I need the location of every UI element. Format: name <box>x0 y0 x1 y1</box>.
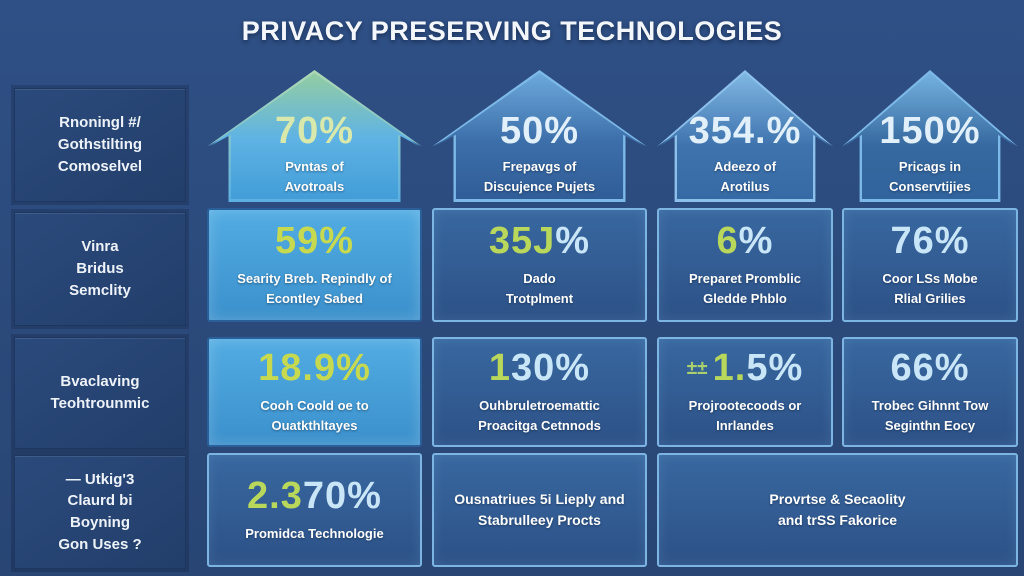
stat-label: Ouhbruletroemattic Proacitga Cetnnods <box>478 398 601 433</box>
stat-value-accent: 59% <box>274 220 355 262</box>
stat-label: Searity Breb. Repindly of Econtley Sabed <box>237 271 392 306</box>
arrow-fill: 50% Frepavgs of Discujence Pujets <box>435 73 644 199</box>
stat-value-main: 70% <box>274 110 355 152</box>
stat-card: 76% Coor LSs Mobe Rlial Grilies <box>842 208 1018 322</box>
stat-value: 59% <box>275 222 354 260</box>
stat-card: 59% Searity Breb. Repindly of Econtley S… <box>207 208 422 322</box>
stat-value: 50% <box>500 112 579 150</box>
plus-minus-marks-icon: ±± <box>686 357 708 379</box>
stat-value-accent: 1. <box>712 347 747 389</box>
stat-label: Cooh Coold oe to Ouatkthltayes <box>260 398 369 433</box>
row-label-1: Rnoningl #/ Gothstilting Comoselvel <box>14 88 186 202</box>
stat-value: 1 30% <box>489 349 590 387</box>
stat-label: Promidca Technologie <box>245 525 384 541</box>
stat-card: 35J% Dado Trotplment <box>432 208 647 322</box>
stat-label: Pricags in Conservtijies <box>889 159 971 194</box>
stat-value: 6% <box>717 222 774 260</box>
arrow-stat-card: 150% Pricags in Conservtijies <box>842 70 1018 202</box>
row-label-4: — Utkig'3 Claurd bi Boyning Gon Uses ? <box>14 455 186 569</box>
stat-value: 2.3 70% <box>247 477 382 515</box>
stat-value-main: 150% <box>879 110 981 152</box>
stat-value: 70% <box>275 112 354 150</box>
stat-label: Frepavgs of Discujence Pujets <box>483 159 596 194</box>
stat-card: 6% Preparet Promblic Gledde Phblo <box>657 208 833 322</box>
arrow-stat-card: 70% Pvntas of Avotroals <box>207 70 422 202</box>
card-text: Ousnatriues 5i Lieply and Stabrulleey Pr… <box>454 491 625 528</box>
stat-label: Preparet Promblic Gledde Phblo <box>689 271 801 306</box>
stat-label: Adeezo of Arotilus <box>713 159 777 194</box>
page-title: PRIVACY PRESERVING TECHNOLOGIES <box>241 16 783 46</box>
stat-value-main: 354.% <box>688 110 802 152</box>
stat-value-accent: 1 <box>488 347 512 389</box>
stat-value-main: % <box>738 220 774 262</box>
stat-value: 18.9% <box>258 349 371 387</box>
arrow-stat-card: 354.% Adeezo of Arotilus <box>657 70 833 202</box>
stat-card: 66% Trobec Gihnnt Tow Seginthn Eocy <box>842 337 1018 447</box>
arrow-fill: 150% Pricags in Conservtijies <box>845 73 1015 199</box>
arrow-stat-card: 50% Frepavgs of Discujence Pujets <box>432 70 647 202</box>
row-label-3: Bvaclaving Teohtrounmic <box>14 337 186 449</box>
stat-label: Projrootecoods or Inrlandes <box>688 398 802 433</box>
stat-value-accent: 2.3 <box>247 474 303 517</box>
text-card: Ousnatriues 5i Lieply and Stabrulleey Pr… <box>432 453 647 567</box>
stat-card: ±± 1. 5% Projrootecoods or Inrlandes <box>657 337 833 447</box>
stat-value-main: 66% <box>890 347 970 389</box>
stat-label: Trobec Gihnnt Tow Seginthn Eocy <box>871 398 989 433</box>
stat-value: 354.% <box>689 112 802 150</box>
stat-value: 150% <box>879 112 980 150</box>
stat-value-accent: 35J <box>488 220 556 262</box>
stat-value-accent: 6 <box>716 220 739 262</box>
stat-value-main: % <box>555 220 591 262</box>
stat-value-accent: 18.9% <box>258 347 371 389</box>
stat-value-main: 76% <box>890 220 970 262</box>
stat-value-main: 5% <box>746 347 804 389</box>
row-label-2: Vinra Bridus Semclity <box>14 212 186 326</box>
text-card-wide: Provrtse & Secaolity and trSS Fakorice <box>657 453 1018 567</box>
stat-value: 76% <box>890 222 969 260</box>
card-text: Provrtse & Secaolity and trSS Fakorice <box>769 491 906 528</box>
stat-label: Coor LSs Mobe Rlial Grilies <box>882 271 978 306</box>
arrow-fill: 354.% Adeezo of Arotilus <box>660 73 830 199</box>
stat-card: 2.3 70% Promidca Technologie <box>207 453 422 567</box>
stat-value-main: 50% <box>499 110 580 152</box>
stat-card: 1 30% Ouhbruletroemattic Proacitga Cetnno… <box>432 337 647 447</box>
stat-value-main: 30% <box>511 347 591 389</box>
stat-label: Dado Trotplment <box>505 271 574 306</box>
arrow-fill: 70% Pvntas of Avotroals <box>210 73 419 199</box>
stat-value: ±± 1. 5% <box>687 349 803 387</box>
stat-label: Pvntas of Avotroals <box>284 159 345 194</box>
stat-card: 18.9% Cooh Coold oe to Ouatkthltayes <box>207 337 422 447</box>
stat-value: 35J% <box>489 222 590 260</box>
stat-value: 66% <box>890 349 969 387</box>
stat-value-main: 70% <box>302 474 382 517</box>
